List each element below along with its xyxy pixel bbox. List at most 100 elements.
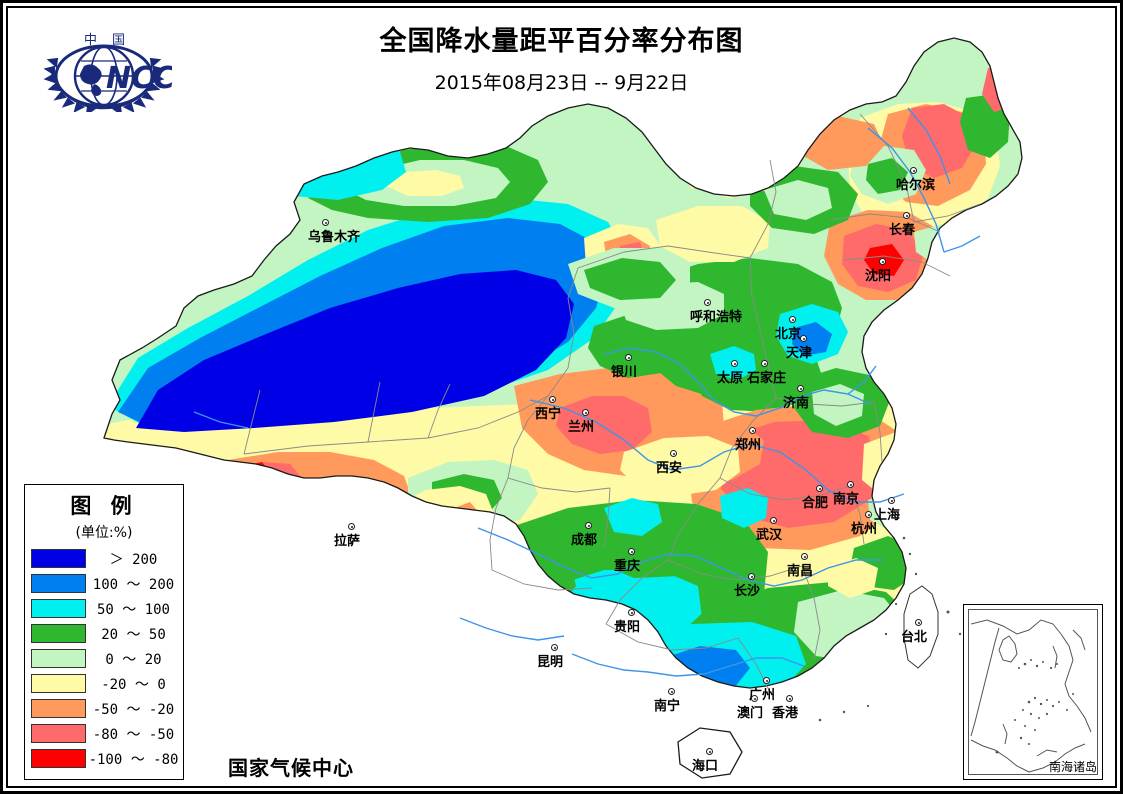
city-dot-icon (625, 354, 632, 361)
city-label: 合肥 (802, 496, 829, 511)
china-precipitation-anomaly-map[interactable] (8, 8, 1115, 786)
city-dot-icon (847, 481, 854, 488)
city-dot-icon (749, 427, 756, 434)
city-dot-icon (628, 548, 635, 555)
city-dot-icon (816, 485, 823, 492)
legend-title: 图 例 (70, 494, 138, 518)
city-dot-icon (670, 450, 677, 457)
city-dot-icon (751, 695, 758, 702)
city-label: 长春 (889, 223, 916, 238)
city-dot-icon (903, 212, 910, 219)
city-label: 太原 (717, 371, 744, 386)
city-dot-icon (668, 688, 675, 695)
city-dot-icon (761, 360, 768, 367)
city-dot-icon (763, 677, 770, 684)
city-label: 北京 (775, 327, 802, 342)
city-dot-icon (748, 573, 755, 580)
legend-range-label: -80 ～ -50 (92, 726, 175, 743)
title-block: 全国降水量距平百分率分布图 2015年08月23日 -- 9月22日 (0, 26, 1123, 95)
city-label: 郑州 (735, 438, 762, 453)
city-dot-icon (800, 335, 807, 342)
legend-range-label: 0 ～ 20 (105, 651, 162, 668)
city-label: 呼和浩特 (690, 310, 743, 325)
map-rivers (193, 107, 981, 677)
city-label: 成都 (571, 533, 598, 548)
legend-range-label: -50 ～ -20 (92, 701, 175, 718)
legend-item[interactable]: 20 ～ 50 (25, 621, 183, 646)
city-label: 昆明 (537, 655, 564, 670)
city-dot-icon (770, 517, 777, 524)
city-dot-icon (549, 396, 556, 403)
legend-color-swatch (31, 674, 86, 693)
city-label: 哈尔滨 (896, 178, 936, 193)
legend-color-swatch (31, 574, 86, 593)
city-label: 西安 (656, 461, 683, 476)
city-label: 上海 (874, 508, 901, 523)
city-label: 澳门 (737, 706, 764, 721)
city-dot-icon (585, 522, 592, 529)
legend-range-label: ＞ 200 (109, 551, 158, 568)
city-label: 重庆 (614, 559, 641, 574)
city-dot-icon (865, 511, 872, 518)
city-label: 海口 (692, 759, 719, 774)
city-dot-icon (879, 258, 886, 265)
city-dot-icon (797, 385, 804, 392)
city-dot-icon (888, 497, 895, 504)
organization-name: 国家气候中心 (228, 756, 354, 780)
city-dot-icon (915, 619, 922, 626)
inset-map-canvas (970, 619, 1092, 773)
legend-color-swatch (31, 699, 86, 718)
city-label: 乌鲁木齐 (308, 230, 361, 245)
city-label: 长沙 (734, 584, 761, 599)
legend-unit: (单位:%) (75, 525, 133, 541)
legend-item[interactable]: 0 ～ 20 (25, 646, 183, 671)
city-dot-icon (704, 299, 711, 306)
city-dot-icon (582, 409, 589, 416)
city-dot-icon (786, 695, 793, 702)
legend-range-label: 50 ～ 100 (96, 601, 170, 618)
legend-item[interactable]: ＞ 200 (25, 546, 183, 571)
legend-color-swatch (31, 649, 86, 668)
city-label: 济南 (783, 396, 810, 411)
legend-item[interactable]: -50 ～ -20 (25, 696, 183, 721)
city-dot-icon (731, 360, 738, 367)
inset-map-frame (968, 609, 1098, 775)
city-dot-icon (910, 167, 917, 174)
south-china-sea-inset-map[interactable]: 南海诸岛 (963, 604, 1103, 780)
legend-range-label: -20 ～ 0 (101, 676, 166, 693)
city-label: 杭州 (851, 522, 878, 537)
city-label: 兰州 (568, 420, 595, 435)
city-label: 拉萨 (334, 534, 361, 549)
city-dot-icon (348, 523, 355, 530)
legend-range-label: -100 ～ -80 (88, 751, 179, 768)
svg-text:国: 国 (112, 33, 125, 48)
legend-panel: 图 例 (单位:%) ＞ 200 100 ～ 200 50 ～ 100 20 ～ 50… (24, 484, 184, 780)
city-label: 贵阳 (614, 620, 641, 635)
legend-item[interactable]: 50 ～ 100 (25, 596, 183, 621)
map-national-border (103, 37, 1023, 779)
legend-rows: ＞ 200 100 ～ 200 50 ～ 100 20 ～ 50 0 ～ 20 -20 ～… (25, 546, 183, 771)
ncc-logo: NCC 中 国 (43, 33, 172, 112)
city-label: 西宁 (535, 407, 562, 422)
legend-item[interactable]: -20 ～ 0 (25, 671, 183, 696)
city-label: 沈阳 (865, 269, 892, 284)
city-dot-icon (789, 316, 796, 323)
map-small-islands (818, 536, 962, 722)
city-label: 香港 (772, 706, 799, 721)
city-dot-icon (706, 748, 713, 755)
city-dot-icon (628, 609, 635, 616)
legend-item[interactable]: 100 ～ 200 (25, 571, 183, 596)
city-label: 台北 (901, 630, 928, 645)
city-dot-icon (551, 644, 558, 651)
legend-item[interactable]: -100 ～ -80 (25, 746, 183, 771)
legend-range-label: 100 ～ 200 (92, 576, 175, 593)
date-range-subtitle: 2015年08月23日 -- 9月22日 (434, 72, 689, 95)
legend-color-swatch (31, 724, 86, 743)
city-label: 南宁 (654, 699, 681, 714)
city-label: 银川 (611, 365, 638, 380)
city-label: 南京 (833, 492, 860, 507)
legend-item[interactable]: -80 ～ -50 (25, 721, 183, 746)
legend-range-label: 20 ～ 50 (101, 626, 166, 643)
legend-color-swatch (31, 749, 86, 768)
